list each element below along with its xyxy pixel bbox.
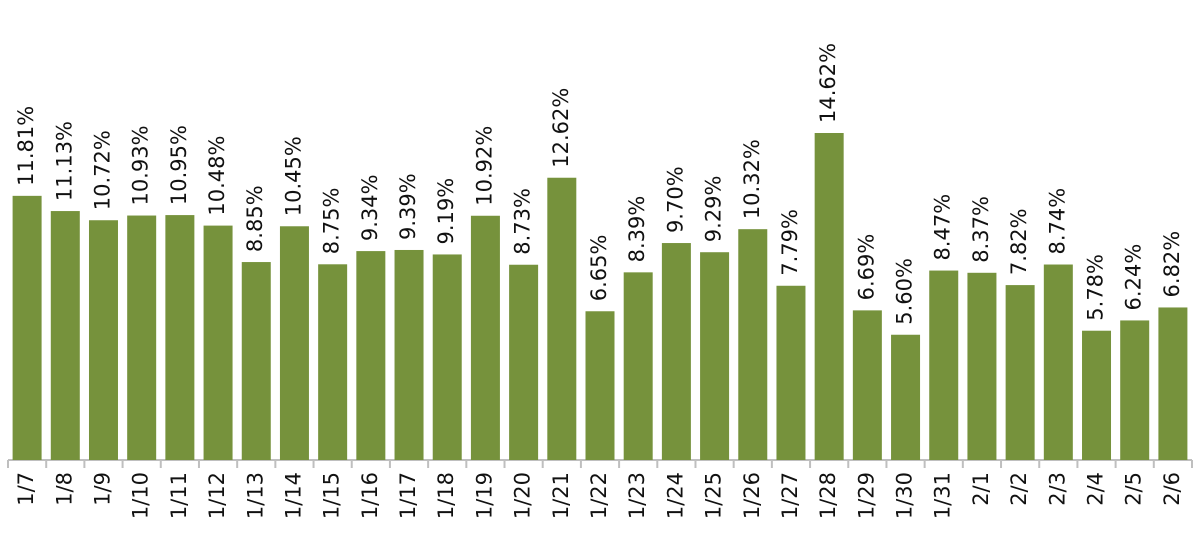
x-tick-label: 2/4 [1084,472,1108,506]
bar [394,249,424,460]
bar [929,270,959,460]
x-tick-label: 1/15 [320,472,344,519]
x-tick-label: 1/16 [358,472,382,519]
value-label: 9.19% [434,178,458,245]
x-tick-label: 1/17 [396,472,420,519]
x-tick-label: 1/14 [281,472,305,519]
value-label: 5.60% [893,258,917,325]
bar [165,215,195,460]
bar [1043,264,1073,460]
x-tick-label: 1/21 [549,472,573,519]
bar [470,215,500,460]
bar [509,264,539,460]
value-label: 12.62% [549,88,573,168]
x-tick-label: 2/2 [1007,472,1031,506]
bar [1158,307,1188,460]
bar [623,272,653,460]
value-label: 11.13% [52,121,76,201]
x-tick-label: 2/3 [1045,472,1069,506]
x-tick-label: 2/5 [1122,472,1146,506]
bar [12,195,42,460]
x-tick-label: 1/29 [854,472,878,519]
value-label: 8.73% [511,188,535,255]
value-label: 9.39% [396,173,420,240]
value-label: 5.78% [1084,254,1108,321]
bar [1120,320,1150,460]
bar [891,334,921,460]
value-label: 10.48% [205,136,229,216]
value-label: 6.82% [1160,231,1184,298]
bar [241,262,271,460]
value-label: 10.92% [472,126,496,206]
bar [547,177,577,460]
value-label: 8.74% [1045,188,1069,255]
x-tick-label: 1/22 [587,472,611,519]
x-tick-label: 2/6 [1160,472,1184,506]
value-label: 8.85% [243,185,267,252]
bar [700,252,730,460]
x-tick-label: 2/1 [969,472,993,506]
value-label: 10.45% [281,136,305,216]
x-tick-label: 1/25 [702,472,726,519]
bar [432,254,462,460]
x-tick-label: 1/8 [52,472,76,506]
bar [1005,285,1035,460]
bar [738,229,768,460]
x-tick-label: 1/23 [625,472,649,519]
x-tick-label: 1/31 [931,472,955,519]
value-label: 10.72% [90,130,114,210]
value-label: 6.69% [854,234,878,301]
x-tick-label: 1/12 [205,472,229,519]
value-label: 8.47% [931,194,955,261]
value-label: 9.34% [358,174,382,241]
bar [318,264,348,460]
x-tick-label: 1/28 [816,472,840,519]
x-tick-label: 1/7 [14,472,38,506]
bar [279,226,309,460]
bar [50,211,80,460]
bar [203,225,233,460]
value-label: 8.37% [969,196,993,263]
x-tick-label: 1/19 [472,472,496,519]
value-label: 7.79% [778,209,802,276]
value-label: 10.32% [740,139,764,219]
value-label: 8.75% [320,188,344,255]
value-label: 7.82% [1007,208,1031,275]
value-label: 14.62% [816,43,840,123]
value-label: 6.24% [1122,244,1146,311]
bar [356,251,386,460]
value-label: 10.93% [129,125,153,205]
value-label: 9.70% [663,166,687,233]
bar [88,220,118,460]
value-label: 6.65% [587,235,611,302]
value-label: 8.39% [625,196,649,263]
x-tick-label: 1/30 [893,472,917,519]
value-label: 9.29% [702,175,726,242]
x-tick-label: 1/9 [90,472,114,506]
x-tick-label: 1/20 [511,472,535,519]
bar [127,215,157,460]
x-tick-label: 1/24 [663,472,687,519]
bar [1082,330,1112,460]
bar [585,311,615,460]
x-tick-label: 1/11 [167,472,191,519]
x-tick-label: 1/13 [243,472,267,519]
x-tick-label: 1/26 [740,472,764,519]
bar [814,133,844,460]
x-tick-label: 1/27 [778,472,802,519]
x-tick-label: 1/18 [434,472,458,519]
x-tick-label: 1/10 [129,472,153,519]
bar [852,310,882,460]
value-label: 11.81% [14,106,38,186]
value-label: 10.95% [167,125,191,205]
bar [776,285,806,460]
bar [967,272,997,460]
bar [661,243,691,460]
